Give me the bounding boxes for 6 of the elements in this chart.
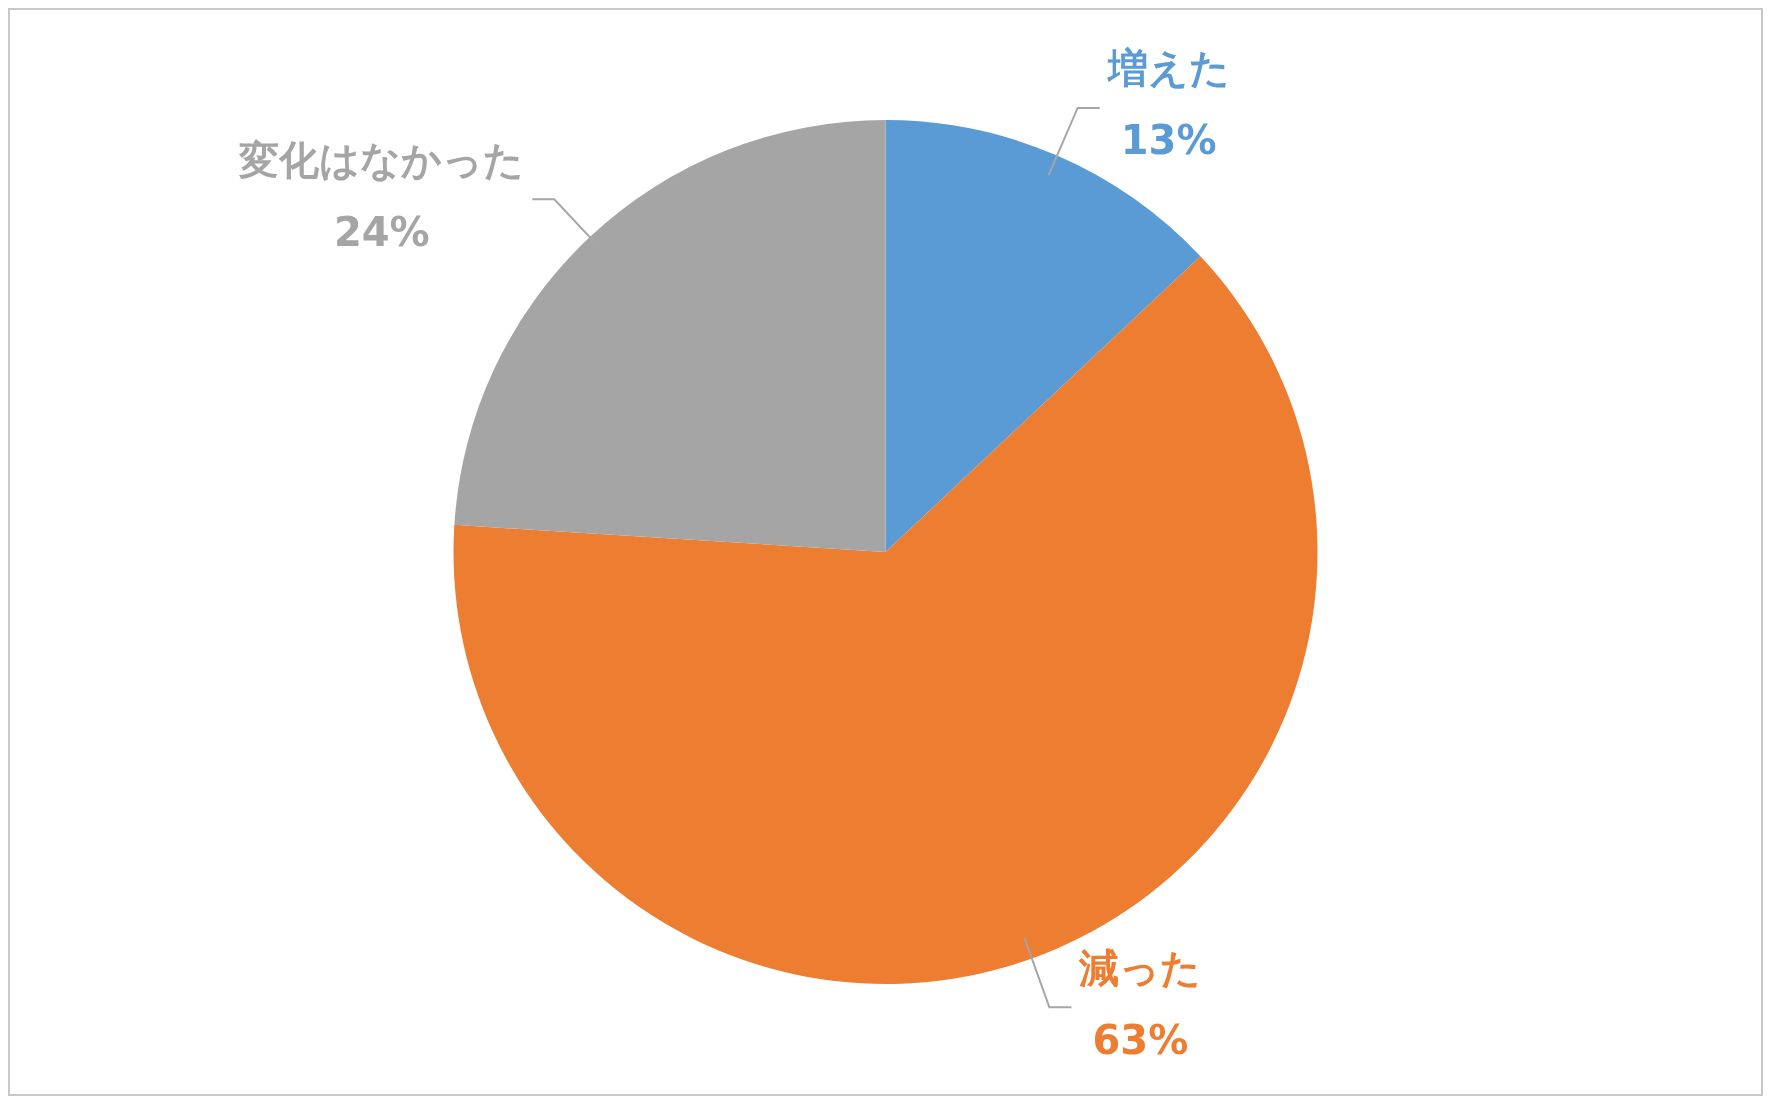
slice-label: 減った	[1078, 944, 1202, 991]
data-label: 24%	[333, 208, 430, 255]
data-label: 63%	[1092, 1016, 1189, 1063]
slice-label: 増えた	[1105, 45, 1230, 92]
slice-label: 変化はなかった	[238, 136, 525, 183]
data-label: 13%	[1120, 117, 1217, 164]
